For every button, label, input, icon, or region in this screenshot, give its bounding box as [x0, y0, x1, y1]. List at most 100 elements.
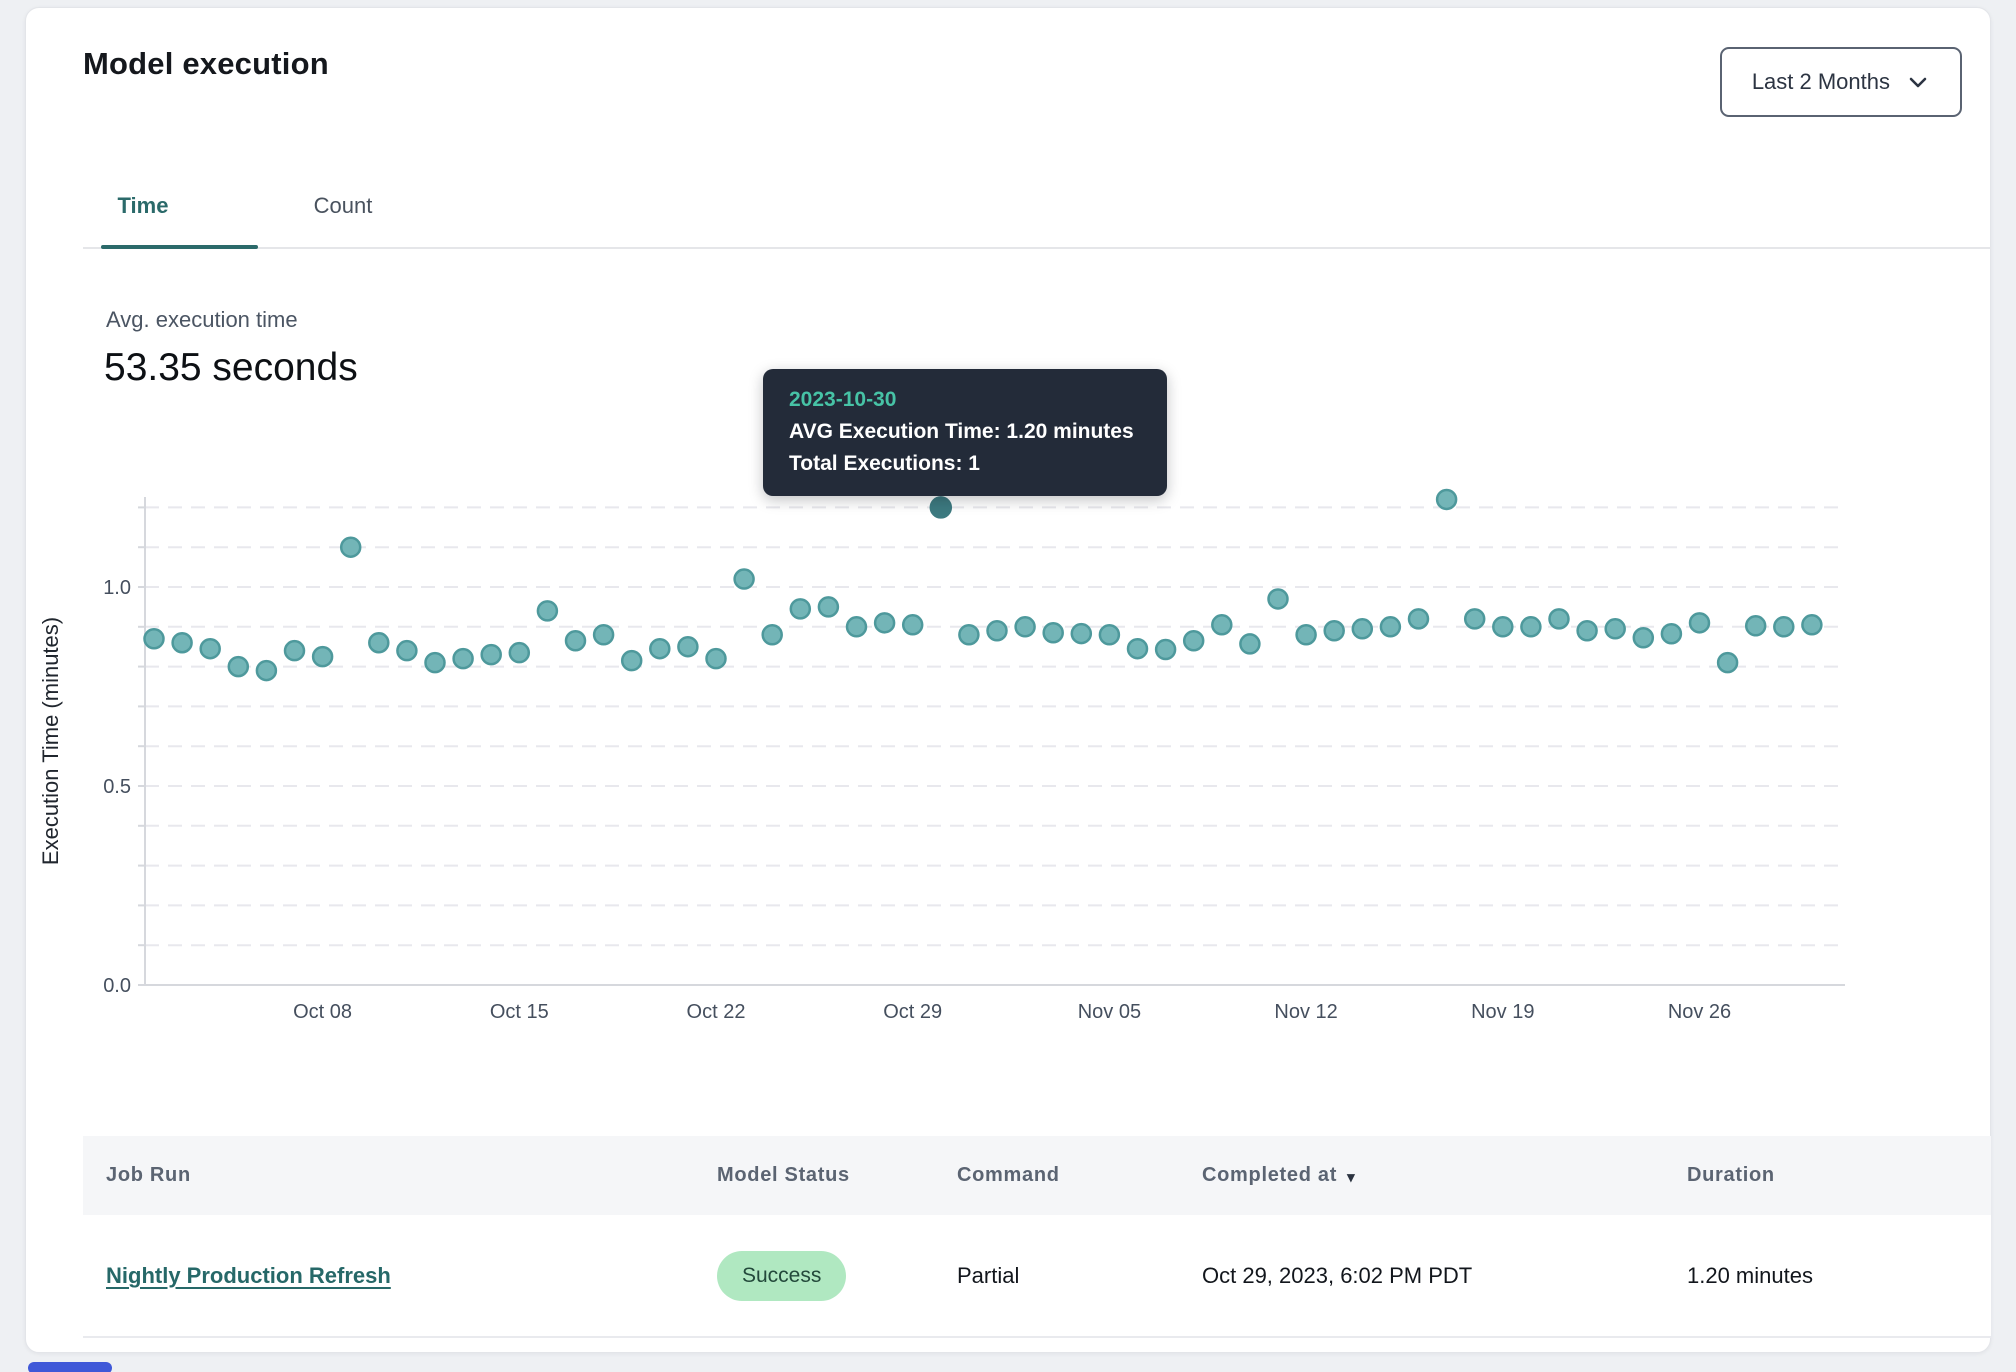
data-point-dot[interactable]: [1688, 612, 1711, 634]
highlighted-data-point[interactable]: [929, 496, 953, 519]
avg-execution-time-label: Avg. execution time: [106, 307, 298, 332]
data-point-dot[interactable]: [171, 631, 193, 654]
duration-cell: 1.20 minutes: [1687, 1262, 1813, 1288]
data-point-dot[interactable]: [1548, 608, 1570, 630]
active-tab-underline: [101, 245, 258, 249]
data-point-dot[interactable]: [1239, 633, 1261, 655]
data-point-dot[interactable]: [1154, 638, 1177, 661]
data-point-dot[interactable]: [761, 624, 783, 646]
data-point-dot[interactable]: [986, 620, 1008, 642]
tooltip-avg-execution-time: AVG Execution Time: 1.20 minutes: [789, 420, 1134, 443]
data-point-dot[interactable]: [845, 616, 868, 638]
command-cell: Partial: [957, 1262, 1020, 1288]
tab-count[interactable]: Count: [313, 193, 373, 218]
data-point-dot[interactable]: [368, 631, 390, 654]
y-tick-label: 0.0: [103, 975, 131, 997]
data-point-dot[interactable]: [901, 614, 924, 636]
data-point-dot[interactable]: [1042, 622, 1064, 644]
data-point-dot[interactable]: [649, 637, 671, 660]
data-point-dot[interactable]: [592, 624, 615, 646]
data-point-dot[interactable]: [1435, 488, 1458, 511]
y-axis-title: Execution Time (minutes): [38, 617, 63, 865]
chart-tabs: Time Count: [83, 193, 398, 219]
y-tick-label: 0.5: [103, 776, 131, 798]
column-header-completed-at[interactable]: Completed at ▾: [1202, 1164, 1356, 1186]
data-point-dot[interactable]: [817, 596, 840, 618]
data-point-dot[interactable]: [1492, 616, 1514, 638]
data-point-dot[interactable]: [143, 627, 165, 650]
data-point-dot[interactable]: [396, 639, 418, 662]
data-point-dot[interactable]: [339, 536, 362, 558]
data-point-dot[interactable]: [536, 600, 559, 622]
date-range-value: Last 2 Months: [1751, 69, 1890, 94]
data-point-dot[interactable]: [1211, 614, 1233, 636]
data-point-dot[interactable]: [677, 635, 699, 658]
data-point-dot[interactable]: [1126, 637, 1149, 660]
y-tick-label: 1.0: [103, 577, 131, 599]
data-point-dot[interactable]: [620, 649, 643, 672]
data-point-dot[interactable]: [424, 651, 446, 674]
data-point-dot[interactable]: [1182, 629, 1205, 652]
tooltip-date: 2023-10-30: [789, 388, 897, 411]
x-tick-label: Oct 15: [490, 1001, 549, 1023]
page-title: Model execution: [83, 46, 329, 81]
data-point-dot[interactable]: [199, 637, 221, 660]
data-point-dot[interactable]: [733, 568, 755, 590]
avg-execution-time-value: 53.35 seconds: [104, 346, 358, 389]
status-badge: Success: [717, 1250, 847, 1301]
table-header-row: Job Run Model Status Command Completed a…: [83, 1136, 1991, 1215]
x-tick-label: Nov 19: [1471, 1001, 1534, 1023]
job-run-link[interactable]: Nightly Production Refresh: [106, 1262, 391, 1288]
data-point-dot[interactable]: [1744, 615, 1767, 637]
data-point-dot[interactable]: [1267, 588, 1289, 610]
data-point-dot[interactable]: [283, 639, 306, 662]
data-point-dot[interactable]: [1407, 608, 1430, 630]
data-point-dot[interactable]: [1014, 616, 1036, 638]
x-tick-label: Nov 12: [1274, 1001, 1337, 1023]
data-point-dot[interactable]: [1632, 626, 1655, 649]
data-point-dot[interactable]: [1295, 624, 1317, 646]
job-runs-table: Job Run Model Status Command Completed a…: [83, 1136, 1991, 1338]
chevron-down-icon: [1906, 70, 1930, 94]
data-point-dot[interactable]: [1463, 608, 1486, 630]
data-point-dot[interactable]: [1801, 614, 1823, 636]
date-range-dropdown[interactable]: Last 2 Months: [1719, 47, 1962, 117]
completed-at-cell: Oct 29, 2023, 6:02 PM PDT: [1202, 1262, 1473, 1288]
data-point-dot[interactable]: [1576, 620, 1598, 642]
data-point-dot[interactable]: [508, 641, 531, 664]
sort-desc-icon: ▾: [1347, 1168, 1356, 1186]
table-row: Nightly Production Refresh Success Parti…: [83, 1215, 1991, 1338]
data-point-dot[interactable]: [564, 629, 587, 652]
x-tick-label: Oct 29: [883, 1001, 942, 1023]
data-point-dot[interactable]: [1379, 616, 1402, 638]
x-tick-label: Nov 26: [1668, 1001, 1731, 1023]
tooltip-total-executions: Total Executions: 1: [789, 452, 980, 475]
data-point-dot[interactable]: [227, 655, 250, 678]
data-point-dot[interactable]: [1070, 622, 1093, 645]
axes: [138, 497, 1845, 986]
data-point-dot[interactable]: [1520, 616, 1542, 638]
data-point-dot[interactable]: [1773, 616, 1795, 638]
x-tick-label: Oct 08: [293, 1001, 352, 1023]
x-tick-label: Nov 05: [1078, 1001, 1141, 1023]
data-point-dot[interactable]: [255, 659, 278, 682]
column-header-command: Command: [957, 1164, 1060, 1186]
data-point-dot[interactable]: [1604, 618, 1626, 640]
data-point-dot[interactable]: [1716, 651, 1739, 674]
x-tick-label: Oct 22: [687, 1001, 746, 1023]
data-point-dot[interactable]: [705, 647, 727, 670]
data-point-dot[interactable]: [958, 624, 980, 646]
data-point-dot[interactable]: [452, 647, 474, 670]
execution-time-scatter-chart: 0.0 0.5 1.0 Oct 08 Oct 15 Oct 22 Oct 29 Nov 05 N…: [38, 488, 1845, 1023]
data-point-dot[interactable]: [1660, 623, 1683, 645]
column-header-duration: Duration: [1687, 1164, 1775, 1186]
data-point-dot[interactable]: [1323, 620, 1345, 642]
data-point-dot[interactable]: [480, 643, 502, 666]
data-point-dot[interactable]: [311, 645, 334, 668]
data-points: [143, 488, 1823, 682]
data-point-dot[interactable]: [873, 612, 896, 634]
data-point-dot[interactable]: [1351, 618, 1374, 640]
tab-time[interactable]: Time: [117, 193, 169, 218]
data-point-dot[interactable]: [1098, 624, 1121, 646]
data-point-dot[interactable]: [789, 598, 812, 620]
